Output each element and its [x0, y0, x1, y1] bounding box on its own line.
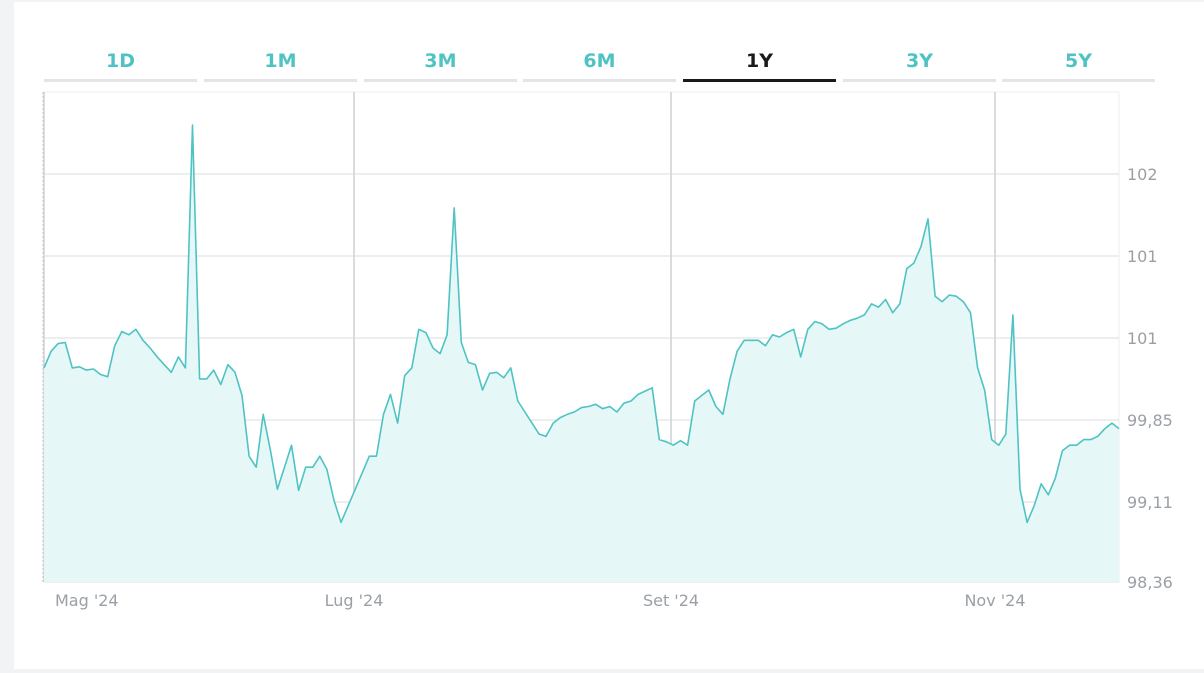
tab-6m[interactable]: 6M [523, 42, 676, 82]
tab-1d[interactable]: 1D [44, 42, 197, 82]
tab-1m[interactable]: 1M [204, 42, 357, 82]
y-tick-label: 101 [1127, 329, 1158, 348]
x-tick-label: Nov '24 [964, 591, 1025, 610]
tab-1y[interactable]: 1Y [683, 42, 836, 82]
series-line [43, 124, 1120, 524]
y-tick-label: 99,11 [1127, 493, 1173, 512]
tab-3y[interactable]: 3Y [843, 42, 996, 82]
x-tick-label: Mag '24 [55, 591, 119, 610]
tab-5y[interactable]: 5Y [1002, 42, 1155, 82]
range-tabs: 1D 1M 3M 6M 1Y 3Y 5Y [44, 42, 1162, 84]
y-tick-label: 101 [1127, 247, 1158, 266]
y-tick-label: 99,85 [1127, 411, 1173, 430]
y-tick-label: 102 [1127, 165, 1158, 184]
series-area [44, 125, 1119, 582]
tab-3m[interactable]: 3M [364, 42, 517, 82]
x-tick-label: Lug '24 [325, 591, 384, 610]
y-tick-label: 98,36 [1127, 573, 1173, 592]
x-tick-label: Set '24 [643, 591, 699, 610]
